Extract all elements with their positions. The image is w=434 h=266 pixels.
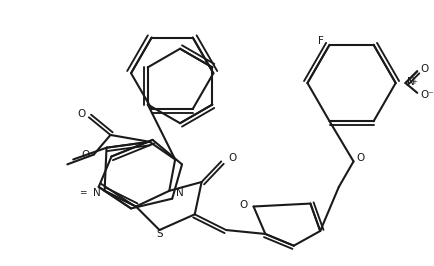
Text: N: N (93, 188, 100, 198)
Text: O: O (82, 149, 90, 160)
Text: N: N (176, 188, 184, 198)
Text: O: O (355, 153, 364, 164)
Text: N: N (407, 77, 414, 87)
Text: F: F (317, 36, 323, 46)
Text: O: O (227, 153, 236, 164)
Text: O: O (419, 64, 427, 74)
Text: O: O (239, 200, 247, 210)
Text: S: S (156, 229, 162, 239)
Text: +: + (411, 79, 416, 85)
Text: O: O (78, 109, 86, 119)
Text: O⁻: O⁻ (419, 90, 433, 100)
Text: =: = (79, 188, 87, 197)
